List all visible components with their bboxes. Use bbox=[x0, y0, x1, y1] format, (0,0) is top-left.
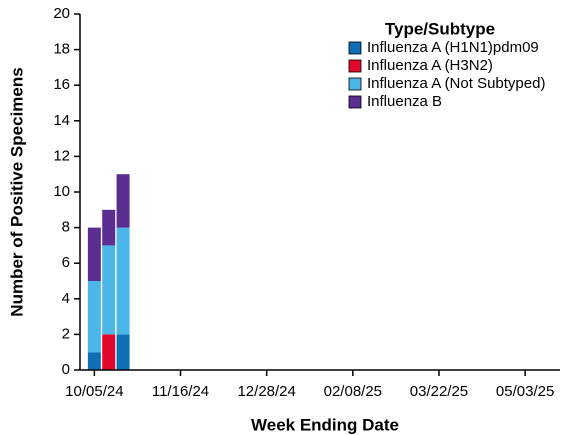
x-tick-label: 11/16/24 bbox=[152, 383, 209, 400]
x-axis-label: Week Ending Date bbox=[251, 415, 399, 434]
x-tick-label: 02/08/25 bbox=[324, 383, 382, 400]
x-tick-label: 05/03/25 bbox=[496, 383, 554, 400]
bar-segment bbox=[87, 281, 101, 353]
legend-label: Influenza A (H1N1)pdm09 bbox=[367, 39, 539, 56]
bar-segment bbox=[116, 227, 130, 335]
y-tick-label: 0 bbox=[62, 361, 70, 378]
x-tick-label: 12/28/24 bbox=[237, 383, 295, 400]
bar-segment bbox=[87, 227, 101, 281]
legend-label: Influenza A (Not Subtyped) bbox=[367, 75, 545, 92]
y-tick-label: 8 bbox=[62, 219, 70, 236]
bar-segment bbox=[102, 334, 116, 370]
bar-segment bbox=[102, 209, 116, 246]
bar-segment bbox=[116, 174, 130, 228]
y-tick-label: 6 bbox=[62, 254, 70, 271]
y-axis-label: Number of Positive Specimens bbox=[7, 67, 26, 316]
bar-segment bbox=[87, 352, 101, 370]
y-tick-label: 4 bbox=[62, 290, 70, 307]
legend-label: Influenza B bbox=[367, 93, 442, 110]
bar-segment bbox=[116, 334, 130, 370]
legend-swatch bbox=[348, 59, 362, 73]
y-tick-label: 14 bbox=[53, 112, 70, 129]
y-tick-label: 16 bbox=[53, 76, 70, 93]
bar-segment bbox=[102, 245, 116, 335]
x-tick-label: 10/05/24 bbox=[65, 383, 123, 400]
y-tick-label: 20 bbox=[53, 5, 70, 22]
legend-swatch bbox=[348, 77, 362, 91]
y-tick-label: 10 bbox=[53, 183, 70, 200]
x-tick-label: 03/22/25 bbox=[410, 383, 468, 400]
y-tick-label: 12 bbox=[53, 147, 70, 164]
y-tick-label: 2 bbox=[62, 325, 70, 342]
legend-swatch bbox=[348, 41, 362, 55]
legend-label: Influenza A (H3N2) bbox=[367, 57, 493, 74]
y-tick-label: 18 bbox=[53, 41, 70, 58]
legend-swatch bbox=[348, 95, 362, 109]
legend-title: Type/Subtype bbox=[385, 19, 495, 38]
